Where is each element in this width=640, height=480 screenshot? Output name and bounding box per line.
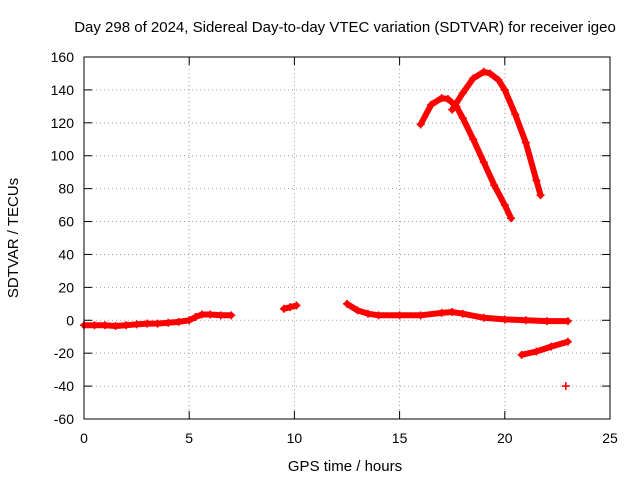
data-point-marker <box>416 120 425 129</box>
y-tick-label: 0 <box>66 312 74 328</box>
data-point-marker <box>448 308 457 317</box>
x-tick-label: 5 <box>185 430 193 446</box>
data-point-marker <box>101 321 110 330</box>
data-point-marker <box>500 201 509 210</box>
data-point-marker <box>500 85 509 94</box>
data-point-marker <box>479 313 488 322</box>
data-point-marker <box>458 309 467 318</box>
data-point-marker <box>437 94 446 103</box>
data-point-marker <box>343 299 351 308</box>
data-point-marker <box>561 382 570 391</box>
data-point-marker <box>216 311 225 320</box>
series-trace <box>518 338 571 358</box>
series-trace <box>417 95 515 222</box>
data-point-marker <box>286 303 295 312</box>
ticks: -60 -40 -20 0 20 40 60 80 100 120 140 160 0 5 10 15 20 25 <box>51 49 618 446</box>
data-point-marker <box>164 318 173 327</box>
plot-frame <box>83 56 611 420</box>
data-series <box>343 299 572 326</box>
data-point-marker <box>448 105 457 114</box>
x-tick-label: 10 <box>287 430 303 446</box>
y-axis-label: SDTVAR / TECUs <box>5 178 22 298</box>
chart-title: Day 298 of 2024, Sidereal Day-to-day VTE… <box>74 19 616 36</box>
data-point-marker <box>437 308 446 317</box>
y-tick-label: 60 <box>58 214 74 230</box>
data-point-marker <box>521 316 530 325</box>
data-point-marker <box>90 321 99 330</box>
data-series <box>80 310 236 331</box>
data-point-marker <box>395 311 404 320</box>
data-point-marker <box>469 135 478 144</box>
data-point-marker <box>427 100 436 109</box>
x-tick-label: 20 <box>497 430 513 446</box>
data-point-marker <box>292 301 301 310</box>
x-tick-label: 15 <box>392 430 408 446</box>
data-series <box>416 94 516 223</box>
data-point-marker <box>547 342 556 351</box>
data-point-marker <box>191 312 200 321</box>
series-trace <box>81 311 235 329</box>
y-tick-label: -40 <box>54 378 74 394</box>
data-point-marker <box>416 311 425 320</box>
x-tick-label: 25 <box>602 430 618 446</box>
data-series <box>561 382 570 391</box>
data-point-marker <box>197 310 206 319</box>
data-point-marker <box>490 181 499 190</box>
data-point-marker <box>458 89 467 98</box>
data-point-marker <box>206 310 215 319</box>
y-tick-label: 80 <box>58 181 74 197</box>
data-point-marker <box>153 319 162 328</box>
data-point-marker <box>494 76 503 85</box>
data-point-marker <box>469 74 478 83</box>
data-point-marker <box>532 347 541 356</box>
data-point-marker <box>279 304 288 313</box>
data-point-marker <box>517 350 526 359</box>
data-point-marker <box>479 67 488 76</box>
data-point-marker <box>563 317 572 326</box>
y-tick-label: 100 <box>51 148 75 164</box>
data-point-marker <box>353 306 362 315</box>
data-point-marker <box>511 110 520 119</box>
data-point-marker <box>507 214 516 223</box>
data-point-marker <box>532 176 541 185</box>
y-tick-label: 120 <box>51 115 75 131</box>
data-point-marker <box>174 317 183 326</box>
data-point-marker <box>364 309 373 318</box>
series-trace <box>344 300 571 325</box>
x-tick-label: 0 <box>80 430 88 446</box>
data-point-marker <box>563 337 572 346</box>
data-layer <box>80 67 572 391</box>
data-point-marker <box>542 317 551 326</box>
data-point-marker <box>143 319 152 328</box>
y-tick-label: 140 <box>51 82 75 98</box>
x-axis-label: GPS time / hours <box>288 458 402 475</box>
y-tick-label: -60 <box>54 411 74 427</box>
y-tick-label: 20 <box>58 279 74 295</box>
data-point-marker <box>185 316 194 325</box>
data-point-marker <box>536 191 545 200</box>
data-point-marker <box>500 315 509 324</box>
data-point-marker <box>122 321 131 330</box>
y-tick-label: 160 <box>51 49 75 65</box>
y-tick-label: 40 <box>58 246 74 262</box>
data-point-marker <box>227 311 236 320</box>
data-point-marker <box>374 311 383 320</box>
data-point-marker <box>443 94 452 103</box>
data-series <box>448 67 545 200</box>
data-point-marker <box>521 138 530 147</box>
data-point-marker <box>458 113 467 122</box>
data-point-marker <box>479 158 488 167</box>
data-point-marker <box>486 69 495 78</box>
data-series <box>279 301 301 313</box>
y-tick-label: -20 <box>54 345 74 361</box>
data-series <box>517 337 572 359</box>
data-point-marker <box>111 322 120 331</box>
data-point-marker <box>132 320 141 329</box>
grid <box>84 57 610 419</box>
